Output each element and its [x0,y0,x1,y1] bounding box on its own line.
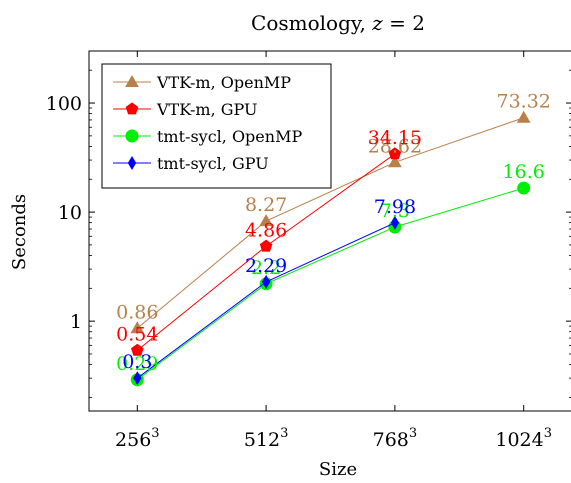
data-point [133,371,142,386]
data-label: 8.27 [245,194,287,216]
legend-label: VTK-m, GPU [156,100,258,119]
data-label: 0.3 [122,351,152,373]
x-tick-label: 10243 [495,426,552,451]
legend-label: VTK-m, OpenMP [156,73,291,92]
chart-title: Cosmology, z = 2 [251,11,425,35]
y-axis-label: Seconds [9,194,30,270]
data-point [388,155,402,168]
legend-label: tmt-sycl, GPU [157,154,269,173]
series-0 [130,110,531,334]
data-point [259,214,273,227]
legend-marker [125,102,139,115]
legend-entry: VTK-m, OpenMP [113,73,291,92]
data-label: 0.86 [116,301,158,323]
legend-marker [125,129,139,143]
y-tick-label: 1 [70,311,82,333]
data-label: 16.6 [503,161,545,183]
data-point [390,215,400,230]
data-point [261,274,271,289]
legend-entry: tmt-sycl, OpenMP [113,127,302,146]
data-label: 2.2 [251,257,281,279]
data-label: 0.29 [116,353,158,375]
plot-frame [88,50,571,412]
y-tick-label: 100 [46,93,82,115]
data-point [259,239,273,252]
data-labels: 0.86 8.27 28.62 73.32 0.54 4.86 34.15 0.29 2.2 7.… [116,91,551,375]
data-point [131,343,144,356]
legend: VTK-m, OpenMP VTK-m, GPU tmt-sycl, OpenMP t… [101,63,332,189]
data-label: 73.32 [496,91,550,113]
legend-entry: tmt-sycl, GPU [113,154,269,173]
legend-label: tmt-sycl, OpenMP [157,127,302,146]
x-tick-label: 2563 [115,426,160,451]
data-point [130,321,145,334]
series-line [137,187,524,381]
series-1 [131,147,402,356]
data-point [388,147,402,160]
y-tick-label: 10 [58,202,82,224]
data-point [517,181,531,195]
series-line [136,117,524,329]
data-label: 28.62 [368,135,422,157]
series-3 [133,215,400,386]
data-label: 0.54 [116,323,158,345]
legend-box [101,63,332,189]
legend-entry: VTK-m, GPU [113,100,258,119]
x-tick-label: 7683 [373,426,418,451]
series-layer [130,110,531,387]
data-label: 7.3 [380,200,410,222]
data-label: 4.86 [245,219,287,241]
x-axis-label: Size [319,459,357,480]
x-tick-labels: 2563 5123 7683 10243 [115,426,552,451]
data-point [516,110,531,123]
legend-marker [127,156,137,170]
x-tick-label: 5123 [244,426,289,451]
data-label: 34.15 [368,127,422,149]
legend-marker [125,74,139,87]
y-tick-labels: 1 10 100 [46,93,82,333]
data-label: 2.29 [245,255,287,277]
data-label: 7.98 [374,196,416,218]
